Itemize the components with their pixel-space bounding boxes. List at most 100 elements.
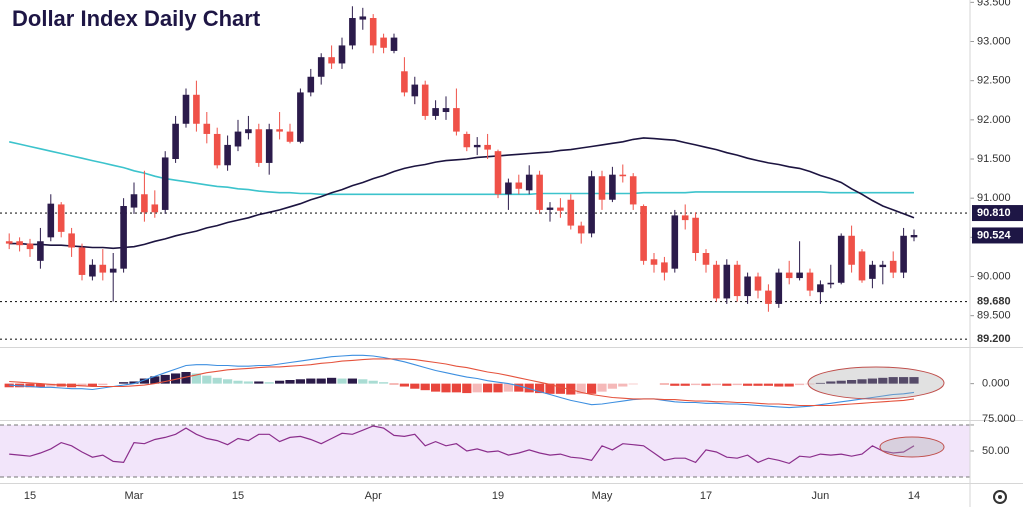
histogram-bar xyxy=(535,383,545,394)
candle-body xyxy=(692,217,699,254)
candle-body xyxy=(765,290,772,304)
candle-body xyxy=(629,176,637,205)
histogram-bar xyxy=(389,383,399,385)
level-label-box xyxy=(972,227,1023,244)
candle-body xyxy=(713,264,720,299)
histogram-bar xyxy=(587,383,597,394)
histogram-bar xyxy=(275,380,285,384)
candle-body xyxy=(120,206,127,269)
histogram-bar xyxy=(150,376,160,384)
y-tick-label: 93.500 xyxy=(977,0,1011,8)
level-label: 89.680 xyxy=(977,295,1011,307)
histogram-bar xyxy=(753,383,763,386)
y-tick-label: 91.000 xyxy=(977,192,1011,204)
histogram-bar xyxy=(888,377,898,384)
histogram-bar xyxy=(181,372,191,384)
candle-body xyxy=(640,206,647,261)
histogram-bar xyxy=(451,383,461,393)
histogram-bar xyxy=(774,383,784,387)
candle-body xyxy=(16,241,23,246)
candle-body xyxy=(286,131,294,142)
histogram-bar xyxy=(347,378,357,384)
candle-body xyxy=(245,129,252,134)
candle-body xyxy=(744,276,751,297)
histogram-bar xyxy=(223,379,233,384)
candle-body xyxy=(265,129,273,163)
candle-body xyxy=(484,144,491,150)
candle-body xyxy=(390,37,398,51)
candle-body xyxy=(349,18,356,46)
histogram-bar xyxy=(139,378,149,384)
candle-body xyxy=(796,272,803,279)
candle-body xyxy=(588,176,595,234)
candle-body xyxy=(525,174,533,191)
candle-body xyxy=(359,16,367,20)
histogram-bar xyxy=(899,377,909,384)
histogram-bar xyxy=(680,383,690,386)
histogram-bar xyxy=(399,383,409,387)
histogram-bar xyxy=(171,373,181,384)
candle-body xyxy=(754,276,762,291)
candle-body xyxy=(411,84,419,97)
histogram-bar xyxy=(420,383,430,391)
candle-body xyxy=(900,235,907,273)
histogram-bar xyxy=(254,381,264,384)
candle-body xyxy=(661,262,668,273)
settings-icon[interactable] xyxy=(993,490,1007,504)
candle-body xyxy=(723,264,731,299)
histogram-bar xyxy=(233,380,243,384)
candle-body xyxy=(109,268,117,273)
candle-body xyxy=(421,84,429,116)
candle-body xyxy=(89,264,96,277)
macd-line xyxy=(9,354,915,409)
candle-body xyxy=(255,129,263,163)
candle-body xyxy=(193,94,200,124)
candle-body xyxy=(57,204,65,232)
highlight-ellipse xyxy=(879,436,945,458)
y-tick-label: 0.000 xyxy=(982,378,1010,390)
histogram-bar xyxy=(212,377,222,384)
candle-body xyxy=(307,76,315,93)
level-label: 89.200 xyxy=(977,333,1011,345)
x-tick-label: 17 xyxy=(700,490,712,502)
histogram-bar xyxy=(462,383,472,394)
histogram-bar xyxy=(909,377,919,384)
x-tick-label: Mar xyxy=(125,490,144,502)
candle-body xyxy=(515,182,523,189)
y-tick-label: 92.500 xyxy=(977,75,1011,87)
gear-hub[interactable] xyxy=(998,495,1002,499)
histogram-bar xyxy=(628,383,638,385)
histogram-bar xyxy=(784,383,794,387)
candle-body xyxy=(650,259,658,265)
histogram-bar xyxy=(815,382,825,384)
candle-body xyxy=(463,133,471,148)
histogram-bar xyxy=(670,383,680,386)
candle-body xyxy=(338,45,346,64)
histogram-bar xyxy=(805,383,815,385)
candle-body xyxy=(837,235,845,283)
histogram-bar xyxy=(46,383,56,387)
histogram-bar xyxy=(410,383,420,389)
candle-body xyxy=(889,260,897,273)
histogram-bar xyxy=(826,381,836,384)
candle-body xyxy=(26,243,34,250)
histogram-bar xyxy=(514,383,524,392)
candle-body xyxy=(328,57,335,64)
moving-average-line xyxy=(9,141,914,196)
y-tick-label: 75.000 xyxy=(982,413,1016,425)
histogram-bar xyxy=(243,381,253,384)
rsi-line xyxy=(9,425,915,465)
histogram-bar xyxy=(431,383,441,392)
candle-body xyxy=(151,204,159,213)
candle-body xyxy=(879,264,887,268)
level-label: 90.524 xyxy=(977,229,1012,241)
gear-ring[interactable] xyxy=(993,490,1007,504)
histogram-bar xyxy=(493,383,503,393)
histogram-bar xyxy=(722,383,732,386)
x-tick-label: May xyxy=(592,490,613,502)
histogram-bar xyxy=(691,383,701,386)
candle-body xyxy=(858,251,866,281)
candle-body xyxy=(473,144,481,148)
